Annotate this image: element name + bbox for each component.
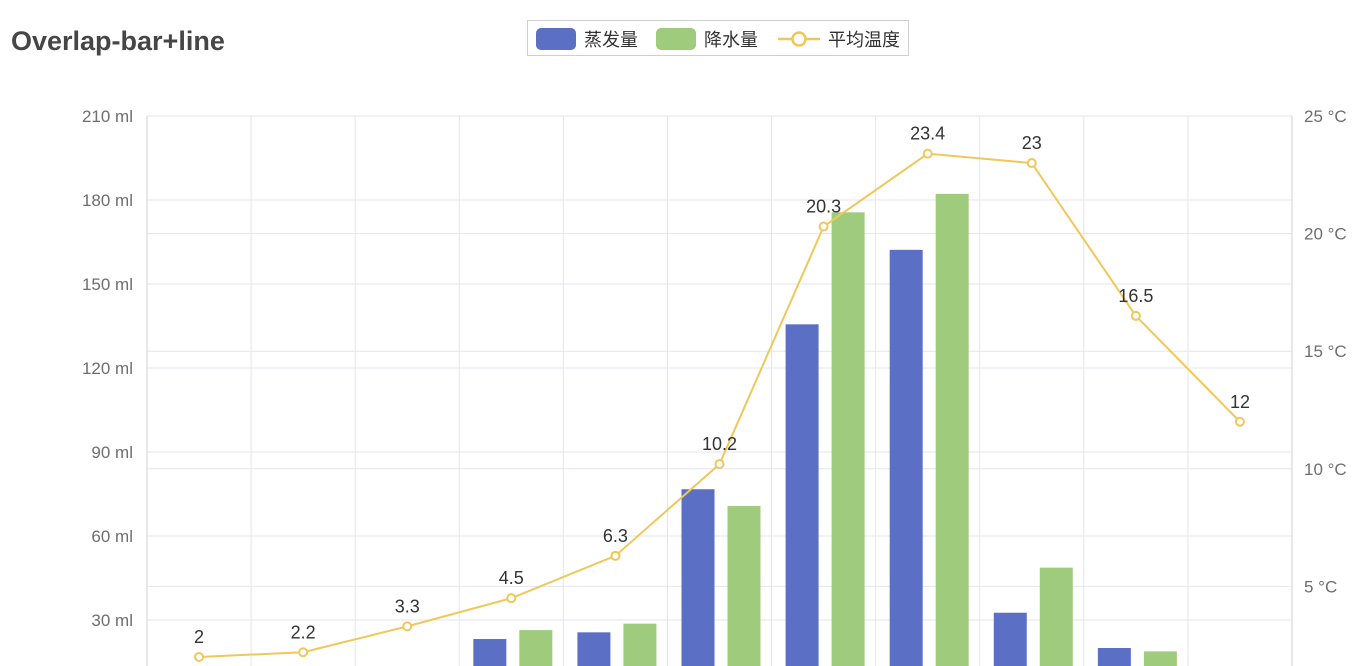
bar-evaporation	[993, 612, 1027, 666]
legend-label-precipitation: 降水量	[704, 30, 758, 51]
legend-label-evaporation: 蒸发量	[584, 30, 638, 51]
bar-precipitation	[519, 630, 553, 666]
temperature-data-label: 23	[1022, 133, 1042, 153]
bar-evaporation	[681, 489, 715, 666]
temperature-point	[402, 621, 413, 632]
temperature-point	[1130, 310, 1141, 321]
temperature-point	[610, 550, 621, 561]
bar-precipitation	[727, 506, 761, 666]
y-right-tick-label: 15 °C	[1304, 342, 1347, 361]
temperature-point	[298, 647, 309, 658]
legend-item-evaporation[interactable]: 蒸发量	[536, 21, 638, 57]
bar-precipitation	[935, 193, 969, 666]
temperature-data-label: 20.3	[806, 197, 841, 217]
temperature-point	[922, 148, 933, 159]
chart-axes: 30 ml 60 ml 90 ml 120 ml 150 ml 180 ml 210 ml 5…	[82, 107, 1347, 666]
temperature-data-label: 23.4	[910, 124, 945, 144]
chart-title: Overlap-bar+line	[11, 26, 225, 56]
y-right-tick-label: 20 °C	[1304, 225, 1347, 244]
chart-grid	[146, 115, 1293, 666]
chart-line: 2 2.2 3.3 4.5 6.3 10.2 20.3 23.4 23 16.5 12	[194, 124, 1250, 662]
legend-swatch-evaporation	[536, 28, 576, 50]
bar-evaporation	[785, 324, 819, 666]
y-right-tick-label: 10 °C	[1304, 460, 1347, 479]
temperature-data-label: 16.5	[1118, 286, 1153, 306]
temperature-point	[1026, 158, 1037, 169]
y-left-tick-label: 60 ml	[91, 527, 133, 546]
bar-evaporation	[473, 639, 507, 666]
bar-precipitation	[1039, 567, 1073, 666]
temperature-data-label: 2.2	[291, 622, 316, 642]
temperature-data-label: 2	[194, 627, 204, 647]
legend-swatch-precipitation	[656, 28, 696, 50]
y-left-tick-label: 30 ml	[91, 611, 133, 630]
legend-item-precipitation[interactable]: 降水量	[656, 21, 758, 57]
temperature-data-label: 10.2	[702, 434, 737, 454]
y-left-tick-label: 210 ml	[82, 107, 133, 126]
temperature-data-label: 3.3	[395, 596, 420, 616]
chart-legend: 蒸发量 降水量 平均温度	[527, 20, 909, 56]
chart-bars	[473, 193, 1177, 666]
bar-evaporation	[1097, 648, 1131, 666]
temperature-data-label: 6.3	[603, 526, 628, 546]
bar-precipitation	[831, 212, 865, 666]
temperature-point	[818, 221, 829, 232]
legend-line-marker-icon	[778, 31, 820, 47]
temperature-point	[506, 593, 517, 604]
temperature-point	[714, 459, 725, 470]
y-left-tick-label: 120 ml	[82, 359, 133, 378]
y-left-tick-label: 180 ml	[82, 191, 133, 210]
temperature-point	[194, 651, 205, 662]
legend-label-temperature: 平均温度	[828, 30, 900, 51]
y-left-tick-label: 150 ml	[82, 275, 133, 294]
temperature-data-label: 4.5	[499, 568, 524, 588]
y-right-tick-label: 5 °C	[1304, 577, 1337, 596]
bar-precipitation	[623, 623, 657, 666]
bar-evaporation	[577, 632, 611, 666]
y-left-tick-label: 90 ml	[91, 443, 133, 462]
y-right-tick-label: 25 °C	[1304, 107, 1347, 126]
temperature-data-label: 12	[1230, 392, 1250, 412]
bar-evaporation	[889, 249, 923, 666]
bar-precipitation	[1143, 651, 1177, 666]
temperature-point	[1234, 416, 1245, 427]
legend-item-temperature[interactable]: 平均温度	[778, 21, 900, 57]
